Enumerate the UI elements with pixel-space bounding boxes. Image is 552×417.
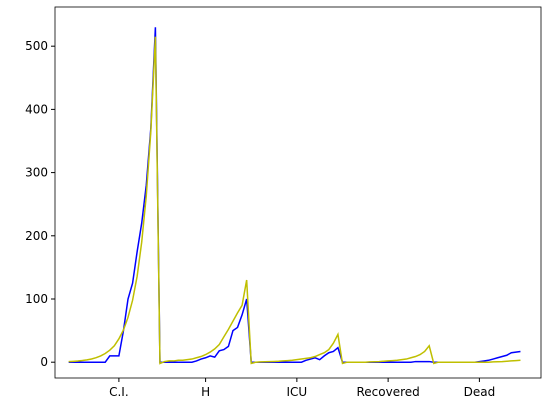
x-tick-label: C.I. [109, 385, 129, 399]
x-tick-label: Recovered [356, 385, 419, 399]
y-tick-label: 300 [25, 166, 48, 180]
y-tick-label: 100 [25, 292, 48, 306]
x-tick-label: H [201, 385, 210, 399]
y-tick-label: 0 [40, 355, 48, 369]
plot-frame [54, 6, 542, 379]
series-line [68, 27, 521, 363]
x-tick-label: Dead [464, 385, 496, 399]
x-tick-label: ICU [287, 385, 308, 399]
y-tick-label: 500 [25, 39, 48, 53]
y-tick-label: 400 [25, 102, 48, 116]
y-tick-label: 200 [25, 229, 48, 243]
series-line [68, 36, 521, 365]
